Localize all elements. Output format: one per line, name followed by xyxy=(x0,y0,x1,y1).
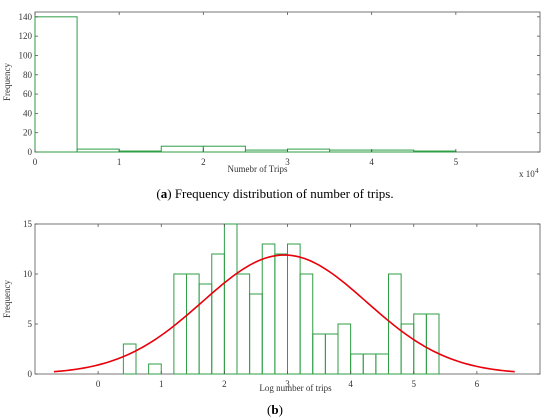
y-tick-label: 60 xyxy=(23,89,33,99)
histogram-bar xyxy=(211,253,225,375)
histogram-bar xyxy=(413,150,457,153)
plot-frame xyxy=(34,11,541,153)
y-tick-label: 40 xyxy=(23,108,33,118)
x-exponent-label: x 10 xyxy=(519,169,535,179)
histogram-bar xyxy=(34,16,78,153)
x-axis-label: Log number of trips xyxy=(259,383,332,393)
histogram-bar xyxy=(324,333,339,375)
histogram-bar xyxy=(388,273,402,375)
histogram-bar xyxy=(371,149,415,153)
caption-a: (a) Frequency distribution of number of … xyxy=(156,186,394,201)
histogram-bar xyxy=(244,149,289,153)
x-tick-label: 1 xyxy=(159,379,164,389)
x-tick-label: 0 xyxy=(96,379,101,389)
x-tick-label: 2 xyxy=(201,157,206,167)
normal-fit-curve xyxy=(53,254,515,373)
histogram-bar xyxy=(148,363,162,375)
histogram-bar xyxy=(329,149,373,153)
y-axis-label: Frequency xyxy=(2,63,12,101)
x-tick-label: 1 xyxy=(117,157,122,167)
x-tick-label: 5 xyxy=(454,157,459,167)
histogram-bar xyxy=(274,253,288,375)
x-axis-label: Numebr of Trips xyxy=(227,164,288,174)
histogram-bar xyxy=(186,273,200,375)
caption-b: (b) xyxy=(267,402,283,417)
x-tick-label: 4 xyxy=(369,157,374,167)
y-tick-label: 5 xyxy=(28,319,33,329)
histogram-bar xyxy=(312,333,326,375)
histogram-bar xyxy=(202,145,246,153)
y-tick-label: 120 xyxy=(19,31,33,41)
histogram-bar xyxy=(337,323,352,375)
y-tick-label: 0 xyxy=(28,369,33,379)
histogram-bar xyxy=(350,353,364,375)
histogram-bar xyxy=(223,223,238,375)
histogram-bar xyxy=(122,343,137,375)
y-tick-label: 0 xyxy=(28,147,33,157)
x-tick-label: 3 xyxy=(285,379,290,389)
x-tick-label: 2 xyxy=(222,379,227,389)
histogram-bar xyxy=(198,283,213,375)
histogram-bar xyxy=(76,148,120,153)
histogram-bar xyxy=(236,273,251,375)
histogram-bar xyxy=(287,243,301,375)
caption-a-letter: a xyxy=(160,186,168,201)
y-tick-label: 20 xyxy=(23,128,33,138)
histogram-bar xyxy=(425,313,440,375)
histogram-bar xyxy=(160,145,204,153)
y-tick-label: 100 xyxy=(19,50,33,60)
x-tick-label: 6 xyxy=(475,379,480,389)
x-tick-label: 3 xyxy=(285,157,290,167)
y-tick-label: 140 xyxy=(19,12,33,22)
x-tick-label: 5 xyxy=(412,379,417,389)
y-tick-label: 15 xyxy=(23,219,33,229)
caption-a-text: Frequency distribution of number of trip… xyxy=(171,186,394,201)
histogram-bar xyxy=(249,293,263,375)
histogram-bar xyxy=(118,150,162,153)
histogram-bar xyxy=(261,243,276,375)
x-exponent-power: 4 xyxy=(535,167,539,175)
x-tick-label: 4 xyxy=(348,379,353,389)
histogram-bar xyxy=(299,273,314,375)
histogram-bar xyxy=(362,353,377,375)
caption-b-letter: b xyxy=(271,402,279,417)
y-tick-label: 80 xyxy=(23,70,33,80)
chart-panel-b: 0 1 2 3 4 5 6 0 5 10 15 Log number of trips Frequenc… xyxy=(2,219,541,393)
histogram-bar xyxy=(287,148,331,153)
histogram-bar xyxy=(375,353,389,375)
x-tick-label: 0 xyxy=(33,157,38,167)
chart-panel-a: 0 1 2 3 4 5 0 20 40 60 80 100 120 140 Numebr of Trips F… xyxy=(2,11,541,179)
y-tick-label: 10 xyxy=(23,269,33,279)
y-axis-label: Frequency xyxy=(2,280,12,318)
